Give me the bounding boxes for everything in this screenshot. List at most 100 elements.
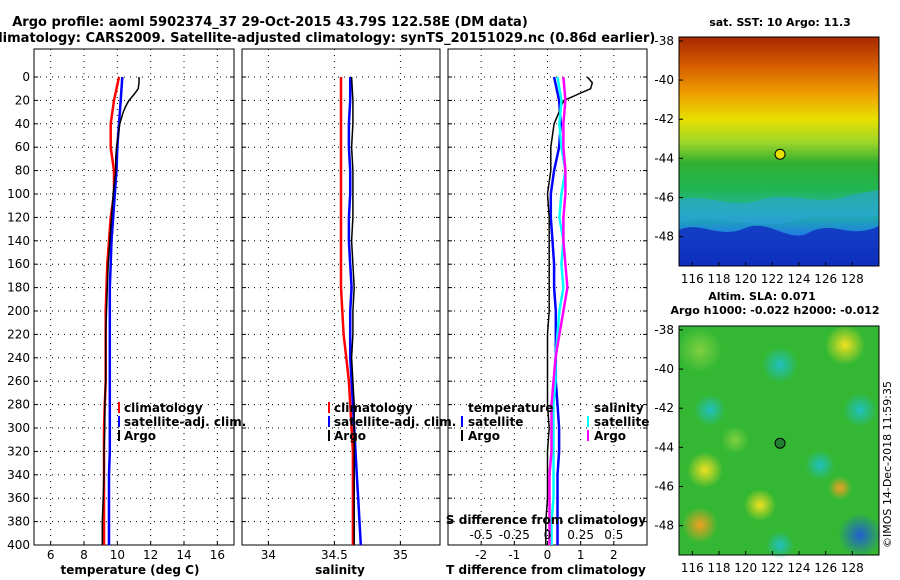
sla-blob xyxy=(825,325,865,365)
map-y-tick-label: -48 xyxy=(654,519,674,533)
sla-blob xyxy=(838,513,882,557)
depth-tick-label: 280 xyxy=(7,398,30,412)
diff-xlabel: T difference from climatology xyxy=(446,563,646,577)
temperature-legend: climatology satellite-adj. clim. Argo xyxy=(118,401,246,443)
map-x-tick-label: 128 xyxy=(841,561,864,575)
temperature-xlabel: temperature (deg C) xyxy=(61,563,200,577)
map-x-tick-label: 126 xyxy=(814,561,837,575)
map-x-tick-label: 122 xyxy=(761,272,784,286)
x-tick-label: -2 xyxy=(475,548,487,562)
map-x-tick-label: 120 xyxy=(734,272,757,286)
imos-watermark: ©IMOS 14-Dec-2018 11:59:35 xyxy=(881,381,894,548)
map-y-tick-label: -38 xyxy=(654,34,674,48)
x-tick-label: 1 xyxy=(577,548,585,562)
series-line xyxy=(549,76,563,545)
sla-map-title1: Altim. SLA: 0.071 xyxy=(708,290,815,303)
sla-blob xyxy=(843,393,877,427)
legend-s-argo: Argo xyxy=(594,429,626,443)
depth-tick-label: 360 xyxy=(7,491,30,505)
title-line2: Climatology: CARS2009. Satellite-adjuste… xyxy=(0,31,655,46)
x-tick-label: 2 xyxy=(610,548,618,562)
map-y-tick-label: -40 xyxy=(654,362,674,376)
series-line xyxy=(339,77,355,545)
series-line xyxy=(545,76,594,545)
depth-axis: 0 20 40 60 80 100 120 140 160 180 200 220 240 260 280 3… xyxy=(7,70,30,552)
temperature-panel: 6 8 10 12 14 16 xyxy=(33,48,235,562)
map-y-tick-label: -44 xyxy=(654,440,674,454)
salinity-legend: climatology satellite-adj. clim. Argo xyxy=(328,401,456,443)
sla-blob xyxy=(805,450,835,480)
depth-tick-label: 140 xyxy=(7,234,30,248)
sst-cold-region xyxy=(679,225,879,266)
x-tick-label: 14 xyxy=(176,548,191,562)
depth-tick-label: 80 xyxy=(15,164,30,178)
map-x-tick-label: 118 xyxy=(708,272,731,286)
legend-s-satellite: satellite xyxy=(594,415,649,429)
depth-tick-label: 40 xyxy=(15,117,30,131)
s-diff-label: S difference from climatology xyxy=(446,513,646,527)
legend-satclim: satellite-adj. clim. xyxy=(334,415,456,429)
sst-float-marker xyxy=(774,148,786,160)
sst-cool-band xyxy=(679,190,879,225)
legend-argo: Argo xyxy=(334,429,366,443)
x-tick-label: 0 xyxy=(544,548,552,562)
x-tick-label: 16 xyxy=(210,548,225,562)
map-x-tick-label: 128 xyxy=(841,272,864,286)
salinity-panel: 34 34.5 35 xyxy=(241,48,441,562)
map-x-tick-label: 124 xyxy=(788,561,811,575)
sla-blob xyxy=(762,347,798,383)
depth-tick-label: 100 xyxy=(7,187,30,201)
legend-temperature-header: temperature xyxy=(468,401,553,415)
depth-tick-label: 400 xyxy=(7,538,30,552)
plot-frame xyxy=(33,48,235,546)
depth-tick-label: 320 xyxy=(7,444,30,458)
sla-anomaly-blobs xyxy=(678,325,882,559)
map-y-tick-label: -42 xyxy=(654,401,674,415)
series-line xyxy=(550,76,567,545)
depth-tick-label: 260 xyxy=(7,374,30,388)
x-tick-label: -1 xyxy=(508,548,520,562)
map-y-tick-label: -42 xyxy=(654,112,674,126)
salinity-xlabel: salinity xyxy=(315,563,365,577)
map-x-tick-label: 122 xyxy=(761,561,784,575)
legend-satclim: satellite-adj. clim. xyxy=(124,415,246,429)
sst-map-title: sat. SST: 10 Argo: 11.3 xyxy=(709,16,851,29)
sla-blob xyxy=(694,394,726,426)
map-y-tick-label: -38 xyxy=(654,323,674,337)
series-line xyxy=(347,77,363,546)
difference-panel: -2 -1 0 1 2 xyxy=(447,48,648,562)
depth-tick-label: 60 xyxy=(15,140,30,154)
sla-blob xyxy=(678,328,722,372)
depth-tick-label: 380 xyxy=(7,515,30,529)
sla-blob xyxy=(744,489,776,521)
depth-tick-label: 20 xyxy=(15,93,30,107)
series-line xyxy=(350,76,355,545)
map-y-tick-label: -46 xyxy=(654,479,674,493)
legend-argo: Argo xyxy=(124,429,156,443)
depth-tick-label: 160 xyxy=(7,257,30,271)
depth-tick-label: 0 xyxy=(22,70,30,84)
sla-blob xyxy=(687,452,723,488)
legend-t-argo: Argo xyxy=(468,429,500,443)
difference-legend: temperature satellite Argo salinity sate… xyxy=(461,401,649,443)
sla-blob xyxy=(766,531,794,559)
map-y-tick-label: -48 xyxy=(654,230,674,244)
legend-climatology: climatology xyxy=(124,401,203,415)
depth-tick-label: 180 xyxy=(7,281,30,295)
sst-map-frame xyxy=(678,36,880,267)
depth-tick-label: 200 xyxy=(7,304,30,318)
s-tick-label: 0 xyxy=(544,528,552,542)
sla-float-marker xyxy=(774,437,786,449)
legend-salinity-header: salinity xyxy=(594,401,644,415)
map-x-tick-label: 124 xyxy=(788,272,811,286)
series-line xyxy=(107,76,124,545)
depth-tick-label: 240 xyxy=(7,351,30,365)
x-tick-label: 8 xyxy=(80,548,88,562)
map-x-tick-label: 120 xyxy=(734,561,757,575)
s-diff-ticks: -0.5 -0.25 0 0.25 0.5 xyxy=(469,528,623,542)
sla-map-axes: 116 118 120 122 124 126 128 -38 -40 -42 -44 -46 -48 xyxy=(654,323,863,575)
sst-map-axes: 116 118 120 122 124 126 128 -38 -40 -42 -44 -46 -48 xyxy=(654,34,863,286)
depth-tick-label: 340 xyxy=(7,468,30,482)
depth-tick-label: 120 xyxy=(7,210,30,224)
